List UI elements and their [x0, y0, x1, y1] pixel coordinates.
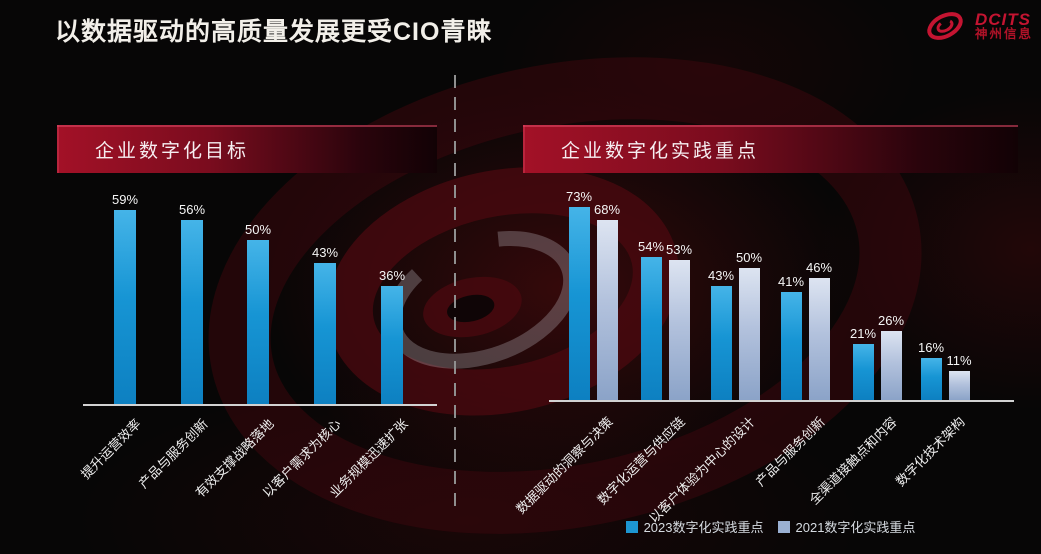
company-logo: DCITS 神州信息	[923, 8, 1033, 44]
legend-swatch-2	[777, 520, 790, 533]
legend-item-2: 2021数字化实践重点	[777, 517, 916, 536]
bar-blue-1	[114, 210, 136, 404]
bar-light-4	[808, 278, 830, 400]
bar-blue-1	[568, 207, 590, 400]
right-chart-header: 企业数字化实践重点	[523, 125, 1018, 173]
bar-value-label: 50%	[735, 250, 763, 265]
bar-light-5	[880, 331, 902, 400]
bar-light-1	[596, 220, 618, 400]
bar-light-2	[668, 260, 690, 400]
legend-label-2: 2021数字化实践重点	[795, 520, 916, 535]
logo-brand-name: DCITS	[974, 9, 1031, 29]
bar-blue-4	[780, 292, 802, 400]
bar-value-label: 73%	[565, 189, 593, 204]
bar-value-label: 54%	[637, 239, 665, 254]
bar-value-label: 43%	[707, 268, 735, 283]
bar-blue-2	[640, 257, 662, 400]
bar-value-label: 46%	[805, 260, 833, 275]
bar-value-label: 68%	[593, 202, 621, 217]
bar-value-label: 11%	[946, 353, 972, 368]
logo-text: DCITS 神州信息	[974, 9, 1033, 42]
bar-blue-2	[181, 220, 203, 404]
x-axis-line	[83, 404, 437, 406]
bar-value-label: 59%	[111, 192, 139, 207]
logo-swirl-icon	[927, 12, 963, 40]
page-title: 以数据驱动的高质量发展更受CIO青睐	[55, 18, 493, 46]
right-chart-title: 企业数字化实践重点	[561, 140, 760, 162]
bar-value-label: 53%	[665, 242, 693, 257]
bar-value-label: 56%	[178, 202, 206, 217]
legend-swatch-1	[625, 520, 638, 533]
digital-practices-bar-chart: 73% 54% 43% 41% 21% 16% 68% 53% 50% 46% 26% 11% 数据驱动…	[513, 189, 1018, 554]
bar-blue-6	[920, 358, 942, 400]
left-chart-header: 企业数字化目标	[57, 125, 437, 173]
bar-value-label: 16%	[917, 340, 945, 355]
bar-blue-5	[852, 344, 874, 400]
bar-blue-5	[381, 286, 403, 404]
bar-blue-4	[314, 263, 336, 404]
bar-value-label: 41%	[777, 274, 805, 289]
chart-legend: 2023数字化实践重点 2021数字化实践重点	[523, 517, 1018, 536]
bar-value-label: 21%	[849, 326, 877, 341]
bar-value-label: 36%	[378, 268, 406, 283]
digital-goals-bar-chart: 59% 56% 50% 43% 36% 提升运营效率 产品与服务创新 有效支撑战略落地 以客户需…	[57, 190, 437, 554]
bar-value-label: 26%	[877, 313, 905, 328]
vertical-dashed-divider	[454, 75, 456, 512]
bar-light-6	[948, 371, 970, 400]
bar-value-label: 43%	[311, 245, 339, 260]
bar-blue-3	[710, 286, 732, 400]
legend-label-1: 2023数字化实践重点	[643, 520, 764, 535]
logo-company-name: 神州信息	[974, 27, 1033, 42]
bar-value-label: 50%	[244, 222, 272, 237]
left-chart-title: 企业数字化目标	[95, 140, 250, 162]
bar-blue-3	[247, 240, 269, 404]
x-axis-line	[549, 400, 1014, 402]
legend-item-1: 2023数字化实践重点	[625, 517, 764, 536]
bar-light-3	[738, 268, 760, 400]
